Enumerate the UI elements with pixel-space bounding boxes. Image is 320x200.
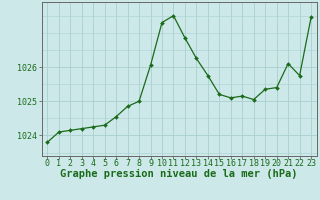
- X-axis label: Graphe pression niveau de la mer (hPa): Graphe pression niveau de la mer (hPa): [60, 169, 298, 179]
